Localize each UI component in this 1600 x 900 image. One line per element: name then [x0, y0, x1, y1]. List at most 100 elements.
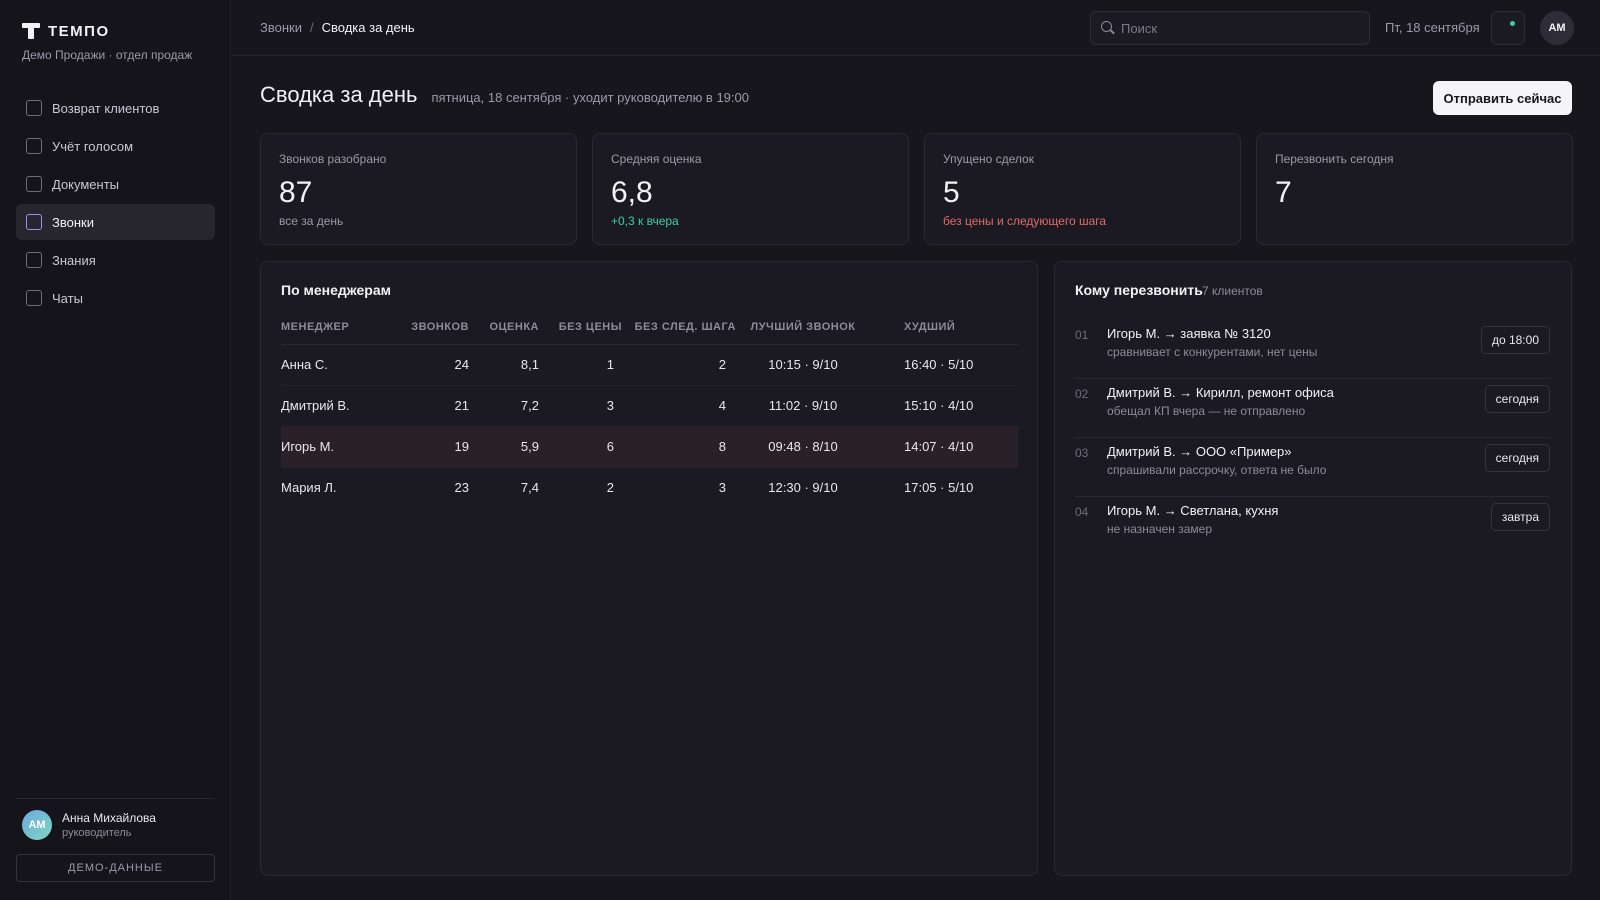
item-number: 02 [1075, 387, 1089, 401]
current-date: Пт, 18 сентября [1385, 20, 1480, 35]
stat-card-callbacks-today: Перезвонить сегодня 7 [1256, 133, 1573, 245]
column-header[interactable]: ОЦЕНКА [469, 310, 539, 345]
workspace-name: Демо Продажи · отдел продаж [22, 48, 193, 62]
score: 8,1 [469, 344, 539, 386]
column-header[interactable]: БЕЗ СЛЕД. ШАГА [622, 310, 736, 345]
page-header: Сводка за день пятница, 18 сентября · ух… [260, 82, 749, 108]
sidebar-item-calls[interactable]: Звонки [16, 204, 215, 240]
item-description: сравнивает с конкурентами, нет цены [1107, 345, 1318, 359]
best-call[interactable]: 12:30 · 9/10 [768, 480, 838, 496]
sidebar-item-label: Знания [52, 252, 96, 268]
sidebar-item-voice[interactable]: Учёт голосом [16, 128, 215, 164]
best-call[interactable]: 11:02 · 9/10 [736, 385, 870, 427]
sidebar-nav: Возврат клиентов Учёт голосом Документы … [16, 90, 215, 318]
avatar: АМ [22, 810, 52, 840]
deadline-badge[interactable]: завтра [1490, 503, 1550, 531]
sidebar-item-label: Возврат клиентов [52, 100, 160, 116]
item-description: не назначен замер [1107, 522, 1212, 536]
notifications-button[interactable] [1491, 11, 1525, 45]
column-header[interactable]: ХУДШИЙ [870, 310, 1018, 345]
search-input[interactable] [1121, 20, 1361, 36]
sidebar-item-knowledge[interactable]: Знания [16, 242, 215, 278]
page-subtitle: пятница, 18 сентября · уходит руководите… [431, 90, 749, 105]
column-header[interactable]: МЕНЕДЖЕР [281, 310, 409, 345]
column-header[interactable]: ЛУЧШИЙ ЗВОНОК [736, 310, 870, 345]
deadline-badge[interactable]: сегодня [1484, 444, 1550, 472]
calls-count: 23 [454, 480, 469, 496]
best-call[interactable]: 09:48 · 8/10 [736, 426, 870, 468]
user-name: Анна Михайлова [62, 811, 156, 825]
worst-call[interactable]: 17:05 · 5/10 [904, 480, 974, 496]
worst-call[interactable]: 14:07 · 4/10 [870, 426, 1018, 468]
calls-count: 21 [409, 385, 469, 427]
callbacks-list: 01 Игорь М. → заявка № 3120 сравнивает с… [1075, 320, 1550, 556]
deadline-badge[interactable]: до 18:00 [1480, 326, 1550, 354]
item-number: 04 [1075, 505, 1089, 519]
list-item[interactable]: 03 Дмитрий В. → ООО «Пример» спрашивали … [1075, 438, 1550, 497]
best-call[interactable]: 10:15 · 9/10 [736, 344, 870, 386]
panel-title: По менеджерам [281, 282, 391, 298]
search-box[interactable] [1090, 11, 1370, 45]
breadcrumb-parent[interactable]: Звонки [260, 20, 302, 35]
sidebar-item-label: Учёт голосом [52, 138, 134, 154]
score: 7,2 [469, 385, 539, 427]
brand-name: ТЕМПО [48, 22, 110, 40]
no-next-step-count: 3 [718, 480, 726, 496]
demo-data-button[interactable]: ДЕМО-ДАННЫЕ [16, 854, 215, 882]
list-item[interactable]: 04 Игорь М. → Светлана, кухня не назначе… [1075, 497, 1550, 556]
table-row[interactable]: Мария Л. 23 7,4 2 3 12:30 · 9/10 17:05 ·… [281, 467, 1018, 508]
checkbox-icon [26, 252, 42, 268]
stat-card-calls-reviewed: Звонков разобрано 87 все за день [260, 133, 577, 245]
send-now-button[interactable]: Отправить сейчас [1433, 81, 1572, 115]
stat-note: без цены и следующего шага [943, 214, 1107, 228]
managers-table: МЕНЕДЖЕР ЗВОНКОВ ОЦЕНКА БЕЗ ЦЕНЫ БЕЗ СЛЕ… [281, 310, 1018, 508]
table-row[interactable]: Дмитрий В. 21 7,2 3 4 11:02 · 9/10 15:10… [281, 385, 1018, 427]
sidebar-item-label: Документы [52, 176, 120, 192]
checkbox-icon [26, 100, 42, 116]
stat-value: 7 [1275, 176, 1292, 209]
column-header[interactable]: ЗВОНКОВ [409, 310, 469, 345]
no-next-step-count: 2 [622, 344, 736, 386]
page-title: Сводка за день [260, 82, 418, 107]
search-icon [1101, 21, 1115, 35]
breadcrumb-separator: / [309, 20, 314, 35]
sidebar-item-returns[interactable]: Возврат клиентов [16, 90, 215, 126]
score: 7,4 [520, 480, 539, 496]
topbar: Звонки / Сводка за день Пт, 18 сентября … [232, 0, 1600, 56]
item-number: 03 [1075, 446, 1089, 460]
item-title: Игорь М. → Светлана, кухня [1107, 503, 1279, 518]
stat-note: все за день [279, 214, 344, 228]
brand[interactable]: ТЕМПО [22, 22, 110, 40]
panel-title: Кому перезвонить [1075, 282, 1203, 298]
item-title: Дмитрий В. → ООО «Пример» [1107, 444, 1292, 459]
sidebar-item-chats[interactable]: Чаты [16, 280, 215, 316]
sidebar-item-label: Чаты [52, 290, 83, 306]
column-header[interactable]: БЕЗ ЦЕНЫ [539, 310, 622, 345]
checkbox-icon [26, 176, 42, 192]
worst-call[interactable]: 16:40 · 5/10 [870, 344, 1018, 386]
stat-label: Перезвонить сегодня [1275, 152, 1394, 166]
item-description: обещал КП вчера — не отправлено [1107, 404, 1306, 418]
manager-name: Дмитрий В. [281, 385, 409, 427]
stat-note: +0,3 к вчера [611, 214, 679, 228]
sidebar-item-label: Звонки [52, 214, 94, 230]
sidebar-divider [16, 798, 215, 799]
managers-panel: По менеджерам МЕНЕДЖЕР ЗВОНКОВ ОЦЕНКА БЕ… [260, 261, 1038, 876]
no-next-step-count: 4 [622, 385, 736, 427]
notification-dot-icon [1510, 21, 1515, 26]
worst-call[interactable]: 15:10 · 4/10 [870, 385, 1018, 427]
list-item[interactable]: 01 Игорь М. → заявка № 3120 сравнивает с… [1075, 320, 1550, 379]
no-next-step-count: 8 [622, 426, 736, 468]
calls-count: 24 [409, 344, 469, 386]
list-item[interactable]: 02 Дмитрий В. → Кирилл, ремонт офиса обе… [1075, 379, 1550, 438]
table-header-row: МЕНЕДЖЕР ЗВОНКОВ ОЦЕНКА БЕЗ ЦЕНЫ БЕЗ СЛЕ… [281, 310, 1018, 345]
deadline-badge[interactable]: сегодня [1484, 385, 1550, 413]
item-title: Дмитрий В. → Кирилл, ремонт офиса [1107, 385, 1334, 400]
stat-value: 6,8 [611, 176, 653, 209]
sidebar-item-documents[interactable]: Документы [16, 166, 215, 202]
user-profile[interactable]: АМ Анна Михайлова руководитель [22, 810, 156, 840]
avatar[interactable]: АМ [1540, 11, 1574, 45]
score: 5,9 [469, 426, 539, 468]
table-row[interactable]: Анна С. 24 8,1 1 2 10:15 · 9/10 16:40 · … [281, 344, 1018, 386]
table-row[interactable]: Игорь М. 19 5,9 6 8 09:48 · 8/10 14:07 ·… [281, 426, 1018, 468]
